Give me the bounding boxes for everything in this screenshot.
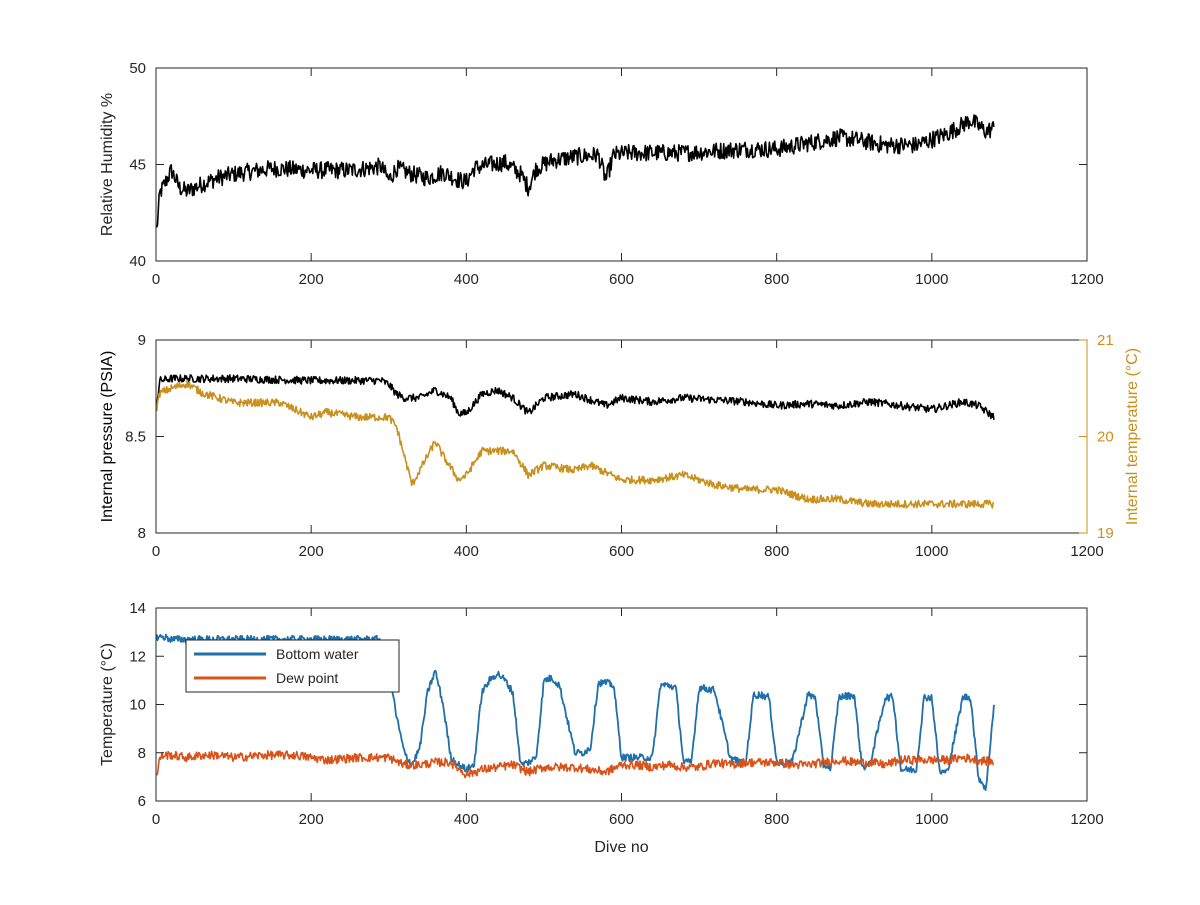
y-tick-label-temperature-4: 14 — [129, 600, 146, 617]
legend-label-1: Dew point — [276, 670, 338, 686]
legend-box — [185, 639, 400, 693]
x-tick-label-pressure-4: 800 — [764, 543, 789, 560]
x-tick-label-temperature-5: 1000 — [915, 811, 948, 828]
x-tick-label-temperature-2: 400 — [454, 811, 479, 828]
y-tick-label-temperature-0: 6 — [138, 793, 146, 810]
legend-label-0: Bottom water — [276, 646, 359, 662]
x-tick-label-pressure-0: 0 — [152, 543, 160, 560]
x-tick-label-pressure-2: 400 — [454, 543, 479, 560]
x-tick-label-humidity-1: 200 — [299, 271, 324, 288]
y-tick-label-pressure-1: 8.5 — [125, 429, 146, 446]
y-right-tick-label-pressure-1: 20 — [1097, 429, 1114, 446]
chart-panel-pressure: 0 200 400 600 800 1000 1200 8 8.5 9 19 20 21 Internal… — [99, 332, 1141, 560]
x-tick-label-temperature-4: 800 — [764, 811, 789, 828]
x-axis-label-temperature: Dive no — [594, 839, 648, 856]
y-right-tick-label-pressure-2: 21 — [1097, 332, 1114, 349]
y-tick-label-temperature-1: 8 — [138, 745, 146, 762]
x-tick-label-pressure-5: 1000 — [915, 543, 948, 560]
x-tick-label-humidity-6: 1200 — [1070, 271, 1103, 288]
y-tick-label-pressure-0: 8 — [138, 525, 146, 542]
legend-temperature: Bottom water Dew point — [185, 639, 400, 693]
y-tick-label-temperature-3: 12 — [129, 648, 146, 665]
x-tick-label-temperature-6: 1200 — [1070, 811, 1103, 828]
chart-panel-humidity: 0 200 400 600 800 1000 1200 40 45 50 Relative Humi… — [99, 60, 1104, 288]
x-tick-label-temperature-1: 200 — [299, 811, 324, 828]
x-tick-label-humidity-2: 400 — [454, 271, 479, 288]
x-tick-label-humidity-3: 600 — [609, 271, 634, 288]
series-line-temperature-1 — [156, 750, 995, 779]
y-tick-label-pressure-2: 9 — [138, 332, 146, 349]
chart-panel-temperature: 0 200 400 600 800 1000 1200 6 8 10 12 14 Temperature… — [99, 600, 1104, 856]
x-tick-label-pressure-3: 600 — [609, 543, 634, 560]
x-tick-label-pressure-1: 200 — [299, 543, 324, 560]
y-axis-label-temperature: Temperature (°C) — [99, 643, 116, 766]
y-tick-label-humidity-1: 45 — [129, 157, 146, 174]
x-tick-label-humidity-0: 0 — [152, 271, 160, 288]
x-tick-label-humidity-4: 800 — [764, 271, 789, 288]
series-line-humidity-0 — [156, 114, 995, 228]
y-axis-label-pressure: Internal pressure (PSIA) — [99, 351, 116, 523]
y-tick-label-humidity-0: 40 — [129, 253, 146, 270]
y-right-tick-label-pressure-0: 19 — [1097, 525, 1114, 542]
y-tick-label-temperature-2: 10 — [129, 697, 146, 714]
x-tick-label-pressure-6: 1200 — [1070, 543, 1103, 560]
series-line-pressure-0 — [155, 374, 995, 420]
y-axis-label-right-pressure: Internal temperature (°C) — [1124, 348, 1141, 525]
x-tick-label-humidity-5: 1000 — [915, 271, 948, 288]
x-tick-label-temperature-3: 600 — [609, 811, 634, 828]
x-tick-label-temperature-0: 0 — [152, 811, 160, 828]
series-line-pressure-1 — [155, 379, 994, 509]
y-axis-label-humidity: Relative Humidity % — [99, 93, 116, 236]
y-tick-label-humidity-2: 50 — [129, 60, 146, 77]
